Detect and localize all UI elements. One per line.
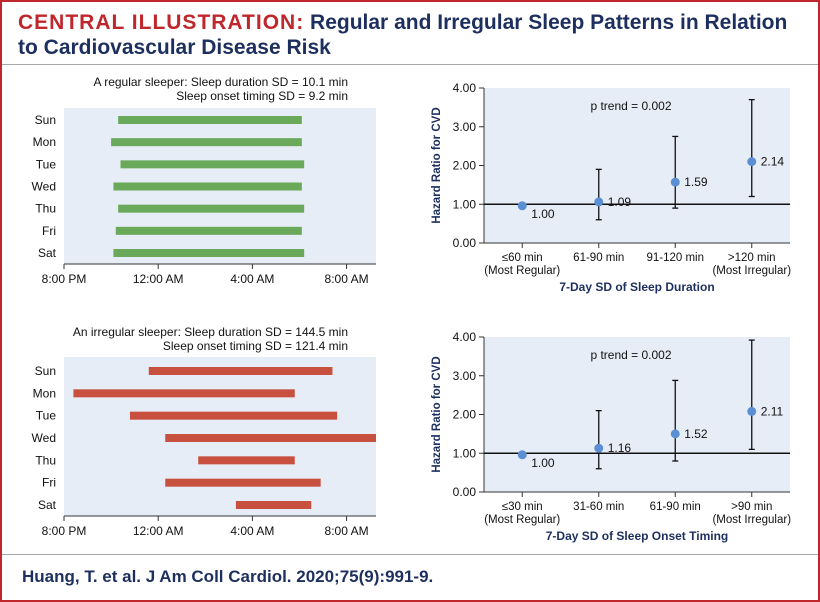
regular-sleeper-x-tick-label-2: 4:00 AM [230, 272, 274, 286]
irregular-sleeper-day-label-mon: Mon [33, 386, 56, 400]
onset-hr-point-3 [747, 406, 757, 416]
title-text: Regular and Irregular Sleep Patterns in … [18, 11, 788, 59]
duration-hr-x-axis-title: 7-Day SD of Sleep Duration [559, 280, 714, 294]
duration-hr-y-tick-label-2: 2.00 [453, 159, 477, 173]
onset-hr-value-label-2: 1.52 [684, 427, 708, 441]
regular-sleeper-x-tick-label-3: 8:00 AM [325, 272, 369, 286]
regular-sleeper-day-label-mon: Mon [33, 135, 56, 149]
duration-hr-value-label-3: 2.14 [761, 155, 785, 169]
irregular-sleeper-sleep-bar-wed [165, 434, 376, 442]
regular-sleeper-sleep-bar-fri [115, 226, 302, 235]
onset-hr-p-trend: p trend = 0.002 [590, 348, 671, 362]
duration-hr-y-tick-label-4: 4.00 [453, 81, 477, 95]
irregular-sleeper-day-label-wed: Wed [32, 431, 56, 445]
duration-hr-x-tick-label-1: 61-90 min [573, 252, 624, 264]
regular-sleeper-sleep-bar-thu [118, 204, 305, 213]
regular-sleeper-day-label-sun: Sun [35, 113, 56, 127]
citation: Huang, T. et al. J Am Coll Cardiol. 2020… [22, 567, 434, 586]
irregular-sleeper-day-label-sat: Sat [38, 498, 57, 512]
regular-sleeper-sleep-bar-sat [113, 249, 305, 257]
onset-hr-x-tick-label-1: 31-60 min [573, 501, 624, 513]
duration-hr-point-2 [670, 177, 680, 187]
onset-hr-x-tick-label-0: ≤30 min [502, 501, 543, 513]
duration-hr-p-trend: p trend = 0.002 [590, 99, 671, 113]
irregular-sleeper-subtitle-1: An irregular sleeper: Sleep duration SD … [73, 325, 348, 339]
duration-hr-y-axis-title: Hazard Ratio for CVD [431, 107, 443, 223]
irregular-sleeper-x-tick-label-2: 4:00 AM [230, 524, 274, 538]
regular-sleeper-subtitle-2: Sleep onset timing SD = 9.2 min [176, 89, 348, 103]
duration-hr-y-tick-label-0: 0.00 [453, 236, 477, 250]
onset-hr-plot-area [484, 337, 790, 492]
irregular-sleeper-x-tick-label-0: 8:00 PM [42, 524, 87, 538]
onset-hr-y-tick-label-2: 2.00 [453, 408, 477, 422]
irregular-sleeper-sleep-bar-mon [73, 389, 295, 398]
duration-hr-x-tick-label-2: 91-120 min [646, 252, 704, 264]
irregular-sleeper-sleep-bar-tue [129, 411, 338, 420]
regular-sleeper-sleep-bar-mon [111, 138, 302, 147]
duration-hr-point-0 [517, 201, 527, 211]
regular-sleeper-subtitle-1: A regular sleeper: Sleep duration SD = 1… [94, 75, 348, 89]
irregular-sleeper-sleep-bar-sat [235, 501, 312, 509]
duration-hr-x-tick-sublabel-0: (Most Regular) [484, 265, 560, 277]
regular-sleeper-sleep-bar-wed [113, 182, 302, 191]
regular-sleeper-x-tick-label-1: 12:00 AM [133, 272, 184, 286]
footer-divider [2, 554, 818, 555]
irregular-sleeper-sleep-bar-sun [148, 367, 333, 375]
onset-hr-point-2 [670, 429, 680, 439]
regular-sleeper-day-label-tue: Tue [36, 157, 57, 171]
irregular-sleeper-day-label-thu: Thu [35, 453, 56, 467]
irregular-sleeper-x-tick-label-1: 12:00 AM [133, 524, 184, 538]
duration-hr-y-tick-label-3: 3.00 [453, 120, 477, 134]
irregular-sleeper-day-label-sun: Sun [35, 364, 56, 378]
onset-hr-x-axis-title: 7-Day SD of Sleep Onset Timing [546, 529, 728, 543]
onset-hr-point-0 [517, 450, 527, 460]
duration-hr-x-tick-label-0: ≤60 min [502, 252, 543, 264]
irregular-sleeper-sleep-bar-fri [165, 478, 321, 487]
regular-sleeper-day-label-thu: Thu [35, 202, 56, 216]
onset-hr-point-1 [594, 443, 604, 453]
title-lead: CENTRAL ILLUSTRATION: [18, 11, 305, 34]
onset-hr-y-tick-label-4: 4.00 [453, 330, 477, 344]
duration-hr-point-3 [747, 157, 757, 167]
regular-sleeper-sleep-bar-tue [120, 160, 305, 169]
onset-hr-x-tick-sublabel-3: (Most Irregular) [712, 514, 791, 526]
onset-hr-x-tick-sublabel-0: (Most Regular) [484, 514, 560, 526]
page-title: CENTRAL ILLUSTRATION: Regular and Irregu… [18, 10, 808, 60]
onset-hr-x-tick-label-3: >90 min [731, 501, 772, 513]
onset-hr-value-label-0: 1.00 [531, 456, 555, 470]
regular-sleeper-day-label-sat: Sat [38, 246, 57, 260]
onset-hr-y-tick-label-1: 1.00 [453, 446, 477, 460]
onset-hr-x-tick-label-2: 61-90 min [650, 501, 701, 513]
onset-hr-y-tick-label-0: 0.00 [453, 485, 477, 499]
irregular-sleeper-sleep-bar-thu [198, 456, 295, 465]
onset-hr-y-axis-title: Hazard Ratio for CVD [431, 356, 443, 472]
duration-hr-x-tick-label-3: >120 min [728, 252, 776, 264]
duration-hr-y-tick-label-1: 1.00 [453, 197, 477, 211]
regular-sleeper-x-tick-label-0: 8:00 PM [42, 272, 87, 286]
duration-hr-x-tick-sublabel-3: (Most Irregular) [712, 265, 791, 277]
regular-sleeper-sleep-bar-sun [118, 116, 302, 124]
irregular-sleeper-x-tick-label-3: 8:00 AM [325, 524, 369, 538]
irregular-sleeper-day-label-tue: Tue [36, 409, 57, 423]
regular-sleeper-day-label-wed: Wed [32, 180, 56, 194]
irregular-sleeper-subtitle-2: Sleep onset timing SD = 121.4 min [163, 339, 348, 353]
onset-hr-value-label-3: 2.11 [761, 404, 784, 418]
onset-hr-y-tick-label-3: 3.00 [453, 369, 477, 383]
duration-hr-value-label-2: 1.59 [684, 175, 708, 189]
duration-hr-plot-area [484, 88, 790, 243]
duration-hr-value-label-0: 1.00 [531, 207, 555, 221]
irregular-sleeper-day-label-fri: Fri [42, 476, 56, 490]
duration-hr-value-label-1: 1.09 [608, 195, 632, 209]
duration-hr-point-1 [594, 197, 604, 207]
onset-hr-value-label-1: 1.16 [608, 441, 632, 455]
title-divider [2, 64, 818, 65]
regular-sleeper-day-label-fri: Fri [42, 224, 56, 238]
